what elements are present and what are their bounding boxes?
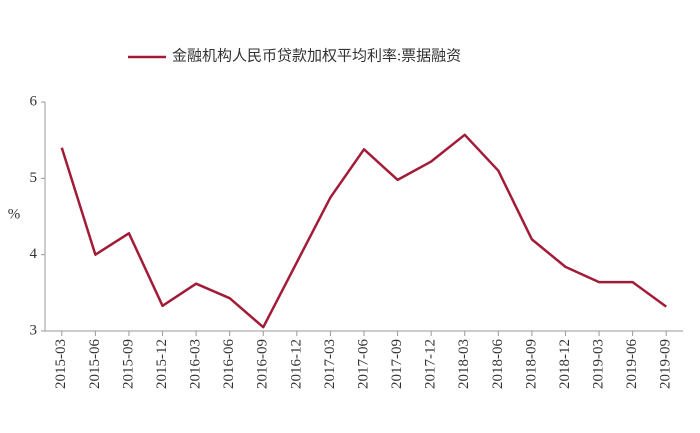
y-tick-label: 4 (30, 246, 38, 262)
x-tick-label: 2015-09 (120, 339, 136, 389)
x-tick-label: 2016-12 (288, 339, 304, 389)
y-tick-label: 6 (30, 93, 38, 109)
x-tick-label: 2016-09 (255, 339, 271, 389)
legend-label: 金融机构人民币贷款加权平均利率:票据融资 (172, 47, 461, 64)
x-tick-label: 2015-06 (87, 339, 103, 389)
x-tick-label: 2018-12 (557, 339, 573, 389)
x-tick-label: 2019-03 (590, 339, 606, 389)
y-tick-label: 5 (30, 170, 38, 186)
x-tick-label: 2017-03 (322, 339, 338, 389)
x-tick-label: 2017-12 (423, 339, 439, 389)
x-tick-label: 2018-09 (523, 339, 539, 389)
x-tick-label: 2018-03 (456, 339, 472, 389)
line-series (60, 133, 667, 329)
y-tick-label: 3 (30, 322, 38, 338)
x-tick-label: 2018-06 (490, 339, 506, 389)
x-tick-label: 2016-06 (221, 339, 237, 389)
x-tick-label: 2019-09 (658, 339, 674, 389)
x-tick-label: 2019-06 (624, 339, 640, 389)
x-tick-label: 2016-03 (188, 339, 204, 389)
x-tick-label: 2017-09 (389, 339, 405, 389)
x-tick-label: 2017-06 (355, 339, 371, 389)
x-tick-label: 2015-03 (53, 339, 69, 389)
y-axis-label: % (8, 206, 21, 222)
x-tick-label: 2015-12 (154, 339, 170, 389)
